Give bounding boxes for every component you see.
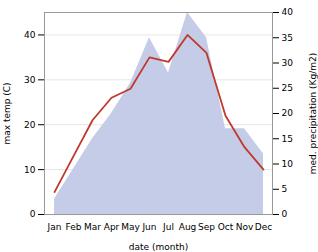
svg-text:0: 0 xyxy=(30,209,36,219)
svg-text:30: 30 xyxy=(24,75,36,85)
svg-text:20: 20 xyxy=(282,108,294,118)
svg-text:Oct: Oct xyxy=(218,222,234,232)
svg-text:30: 30 xyxy=(282,58,294,68)
svg-text:10: 10 xyxy=(24,164,36,174)
svg-text:Apr: Apr xyxy=(104,222,120,232)
svg-text:5: 5 xyxy=(282,184,288,194)
svg-text:Dec: Dec xyxy=(255,222,272,232)
svg-text:40: 40 xyxy=(282,7,294,17)
svg-text:Sep: Sep xyxy=(198,222,215,232)
svg-text:Nov: Nov xyxy=(236,222,254,232)
svg-text:Feb: Feb xyxy=(66,222,82,232)
svg-text:Jun: Jun xyxy=(141,222,156,232)
svg-text:May: May xyxy=(121,222,140,232)
svg-text:Jan: Jan xyxy=(47,222,62,232)
svg-text:0: 0 xyxy=(282,209,288,219)
svg-text:max temp (C): max temp (C) xyxy=(2,82,12,144)
svg-text:20: 20 xyxy=(24,120,36,130)
svg-text:10: 10 xyxy=(282,159,294,169)
svg-text:15: 15 xyxy=(282,134,293,144)
svg-text:Mar: Mar xyxy=(84,222,101,232)
svg-text:25: 25 xyxy=(282,83,293,93)
svg-text:med. precipitation (Kg/m2): med. precipitation (Kg/m2) xyxy=(308,53,318,174)
svg-text:40: 40 xyxy=(24,30,36,40)
svg-text:date (month): date (month) xyxy=(129,242,188,252)
svg-text:Aug: Aug xyxy=(179,222,197,232)
svg-text:35: 35 xyxy=(282,33,293,43)
svg-text:Jul: Jul xyxy=(162,222,174,232)
